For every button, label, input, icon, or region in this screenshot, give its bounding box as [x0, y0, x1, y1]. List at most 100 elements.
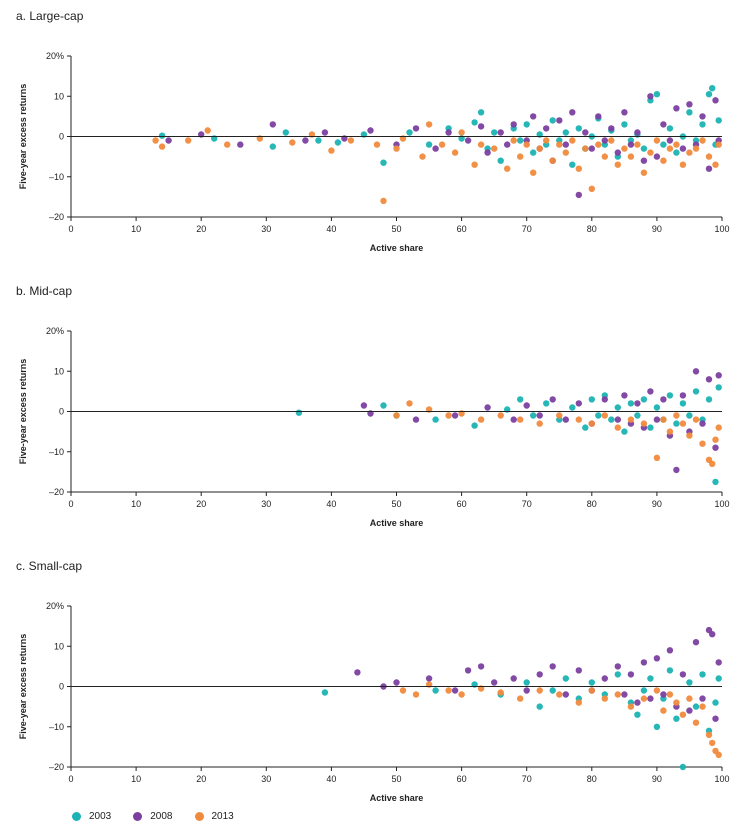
x-tick-label: 0 [68, 224, 73, 234]
data-point [393, 412, 400, 419]
x-tick-label: 20 [196, 774, 206, 784]
data-point [569, 404, 576, 411]
data-point [595, 141, 602, 148]
data-point [705, 396, 713, 403]
series-2003 [321, 667, 722, 771]
data-point [705, 91, 713, 98]
data-point [158, 132, 166, 139]
data-point [699, 440, 706, 447]
data-point [673, 141, 680, 148]
data-point [634, 699, 641, 706]
data-point [705, 731, 713, 738]
y-axis-label: Five-year excess returns [18, 359, 28, 465]
data-point [393, 145, 400, 152]
y-tick-label: 20% [46, 326, 64, 336]
data-point [575, 191, 582, 199]
x-tick-label: 0 [68, 774, 73, 784]
data-point [653, 91, 661, 98]
x-tick-label: 20 [196, 224, 206, 234]
data-point [556, 141, 563, 148]
data-point [621, 392, 628, 399]
data-point [621, 121, 628, 128]
data-point [666, 145, 674, 152]
data-point [549, 396, 556, 403]
data-point [315, 137, 322, 144]
data-point [627, 153, 635, 160]
data-point [536, 671, 543, 678]
data-point [295, 409, 303, 416]
data-point [471, 119, 478, 126]
data-point [660, 396, 667, 403]
data-point [660, 157, 667, 164]
data-point [614, 149, 621, 156]
data-point [686, 432, 693, 439]
x-tick-label: 10 [131, 774, 141, 784]
data-point [354, 669, 361, 676]
data-point [673, 466, 680, 474]
data-point [477, 416, 485, 423]
data-point [634, 129, 641, 136]
data-point [504, 165, 511, 172]
series-2013 [399, 681, 722, 759]
data-point [715, 424, 722, 431]
x-tick-label: 30 [261, 224, 271, 234]
data-point [491, 679, 498, 686]
data-point [686, 101, 693, 108]
x-tick-label: 40 [326, 499, 336, 509]
data-point [679, 763, 687, 771]
x-tick-label: 40 [326, 224, 336, 234]
legend-label-2013: 2013 [211, 811, 234, 822]
data-point [419, 153, 426, 160]
y-tick-label: 0 [59, 682, 64, 692]
data-point [692, 703, 700, 710]
data-point [432, 145, 439, 152]
y-axis-label: Five-year excess returns [18, 634, 28, 740]
data-point [549, 117, 556, 124]
data-point [666, 428, 674, 435]
data-point [640, 695, 648, 702]
data-point [679, 161, 687, 168]
data-point [458, 129, 465, 136]
data-point [562, 149, 569, 156]
legend-item-2008: 2008 [133, 811, 173, 822]
data-point [653, 655, 661, 662]
y-tick-label: 20% [46, 601, 64, 611]
data-point [510, 137, 517, 144]
data-point [523, 687, 530, 694]
data-point [692, 719, 700, 726]
x-tick-label: 0 [68, 499, 73, 509]
data-point [517, 137, 524, 144]
data-point [484, 404, 491, 411]
data-point [445, 687, 452, 694]
data-point [530, 169, 537, 176]
data-point [679, 711, 687, 718]
panel-title: a. Large-cap [16, 9, 84, 23]
y-tick-label: –20 [49, 762, 64, 772]
data-point [686, 707, 693, 714]
data-point [673, 715, 680, 722]
y-tick-label: –10 [49, 447, 64, 457]
legend-label-2008: 2008 [150, 811, 173, 822]
data-point [666, 392, 674, 399]
data-point [699, 121, 706, 128]
data-point [536, 420, 543, 427]
data-point [679, 400, 687, 407]
y-tick-label: 20% [46, 51, 64, 61]
x-tick-label: 70 [522, 224, 532, 234]
data-point [608, 416, 615, 423]
data-point [432, 687, 439, 694]
data-point [634, 412, 641, 419]
legend-swatch-2013 [194, 812, 204, 821]
data-point [477, 123, 485, 130]
data-point [627, 141, 635, 148]
data-point [185, 137, 192, 144]
x-tick-label: 90 [652, 774, 662, 784]
data-point [510, 121, 517, 128]
data-point [582, 129, 589, 136]
data-point [556, 412, 563, 419]
data-point [692, 145, 700, 152]
